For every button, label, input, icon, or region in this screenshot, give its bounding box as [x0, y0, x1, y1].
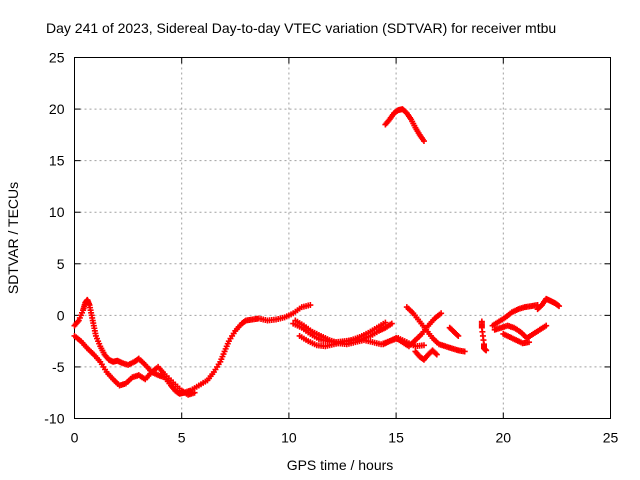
series-track-14-17 [380, 310, 445, 350]
data-point [556, 303, 563, 310]
data-point [307, 302, 314, 309]
data-point [433, 351, 440, 358]
data-point [543, 322, 550, 329]
series-track-main-lower [71, 332, 198, 398]
series-track-20-21-c [500, 330, 533, 347]
data-point [438, 310, 445, 317]
y-axis-ticks: -10 -5 0 5 10 15 20 25 [44, 50, 611, 427]
x-tick-label: 25 [603, 430, 619, 446]
x-axis-label: GPS time / hours [287, 457, 394, 473]
y-tick-label: 5 [57, 256, 65, 272]
series-track-16-scatter [412, 347, 440, 363]
plot-frame [74, 57, 611, 419]
series-track-17-18 [446, 324, 462, 339]
data-point [420, 342, 427, 349]
data-point [455, 332, 462, 339]
y-tick-label: 0 [57, 307, 65, 323]
series-track-15-18 [403, 304, 468, 355]
x-axis-ticks: 0 5 10 15 20 25 [71, 57, 619, 446]
x-tick-label: 5 [178, 430, 186, 446]
series-track-19 [478, 318, 490, 354]
y-tick-label: 25 [49, 50, 65, 66]
grid-lines [74, 57, 611, 419]
series-track-22 [534, 295, 563, 313]
data-point [191, 389, 198, 396]
data-point [382, 319, 389, 326]
data-point [454, 331, 461, 338]
data-point [526, 339, 533, 346]
data-points [71, 106, 563, 398]
y-tick-label: -5 [52, 359, 65, 375]
series-track-peak-20 [382, 106, 427, 145]
y-tick-label: 15 [49, 153, 65, 169]
y-tick-label: 20 [49, 101, 65, 117]
data-point [483, 347, 490, 354]
data-point [432, 350, 439, 357]
series-track-late-c [296, 319, 389, 350]
y-tick-label: -10 [44, 411, 64, 427]
x-tick-label: 0 [71, 430, 79, 446]
data-point [461, 348, 468, 355]
x-tick-label: 20 [496, 430, 512, 446]
data-point [388, 320, 395, 327]
series-track-main-upper [71, 296, 314, 397]
series-track-20-21-a [489, 302, 541, 329]
series-track-20-21-b [491, 322, 550, 342]
y-axis-label: SDTVAR / TECUs [5, 182, 21, 294]
data-point [420, 138, 427, 145]
x-tick-label: 10 [281, 430, 297, 446]
chart-title: Day 241 of 2023, Sidereal Day-to-day VTE… [46, 20, 556, 36]
y-tick-label: 10 [49, 204, 65, 220]
x-tick-label: 15 [388, 430, 404, 446]
